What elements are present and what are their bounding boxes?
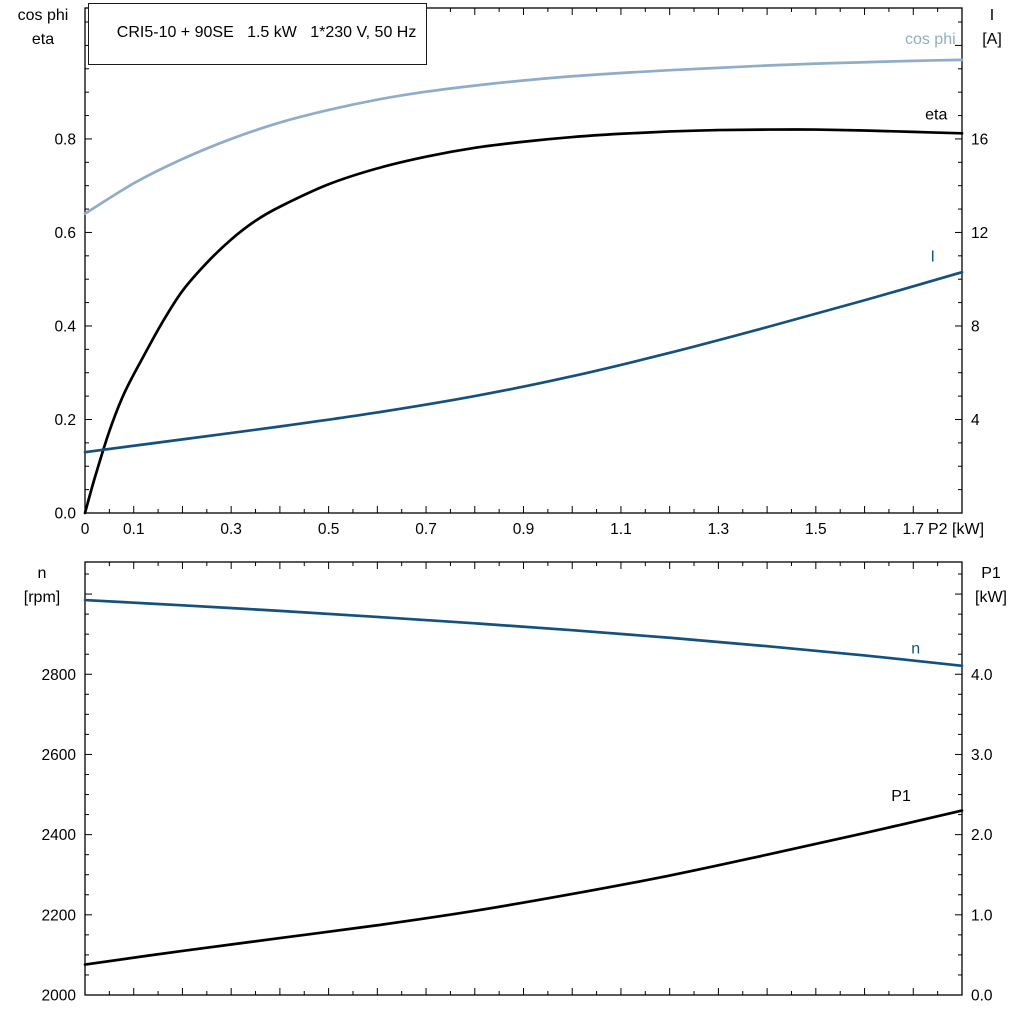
series-speed — [83, 598, 964, 668]
x-tick-label: 0.1 — [123, 521, 145, 538]
x-tick-label: 0.5 — [318, 521, 340, 538]
right-y-tick-label: 8 — [971, 318, 980, 335]
chart-title-text: CRI5-10 + 90SE 1.5 kW 1*230 V, 50 Hz — [116, 24, 417, 41]
right-y-tick-label: 1.0 — [971, 907, 993, 924]
right-y-tick-label: 16 — [971, 131, 988, 148]
curve-label-cos-phi: cos phi — [905, 31, 956, 48]
curve-label-current: I — [931, 249, 935, 266]
curve-label-input-power: P1 — [891, 788, 911, 805]
upper-right-axis-title-line2: [A] — [982, 31, 1002, 48]
lower-right-axis-title-line2: [kW] — [975, 589, 1007, 606]
x-tick-label: 0 — [81, 521, 90, 538]
x-tick-label: 1.1 — [610, 521, 632, 538]
right-y-tick-label: 0.0 — [971, 988, 993, 1005]
series-current — [83, 270, 964, 454]
curve-label-speed: n — [911, 640, 920, 657]
left-y-tick-label: 0.4 — [54, 318, 76, 335]
left-y-tick-label: 2800 — [42, 667, 77, 684]
lower-left-axis-title: n [rpm] — [4, 562, 80, 610]
left-y-tick-label: 2000 — [42, 988, 77, 1005]
x-tick-label: 1.7 — [902, 521, 924, 538]
left-y-tick-label: 2400 — [42, 827, 77, 844]
x-tick-label: 1.3 — [708, 521, 730, 538]
upper-right-axis-title: I [A] — [964, 4, 1020, 52]
upper-left-axis-title-line1: cos phi — [17, 7, 69, 24]
upper-left-axis-title-line2: eta — [31, 31, 55, 48]
x-tick-label: 0.9 — [513, 521, 535, 538]
chart-title-box: CRI5-10 + 90SE 1.5 kW 1*230 V, 50 Hz — [88, 3, 428, 65]
left-y-tick-label: 0.2 — [54, 412, 76, 429]
left-y-tick-label: 0.8 — [54, 131, 76, 148]
upper-left-axis-title: cos phi eta — [6, 4, 80, 52]
lower-left-axis-title-line2: [rpm] — [23, 589, 61, 606]
upper-right-axis-title-line1: I — [989, 7, 995, 24]
right-y-tick-label: 4.0 — [971, 667, 993, 684]
left-y-tick-label: 2200 — [42, 907, 77, 924]
x-axis-unit-label: P2 [kW] — [928, 521, 985, 538]
left-y-tick-label: 2600 — [42, 747, 77, 764]
upper-motor-chart-plot-border — [84, 7, 963, 514]
series-eta — [83, 128, 964, 515]
lower-left-axis-title-line1: n — [37, 565, 47, 582]
right-y-tick-label: 2.0 — [971, 827, 993, 844]
series-input-power — [83, 809, 964, 966]
x-tick-label: 0.3 — [220, 521, 242, 538]
right-y-tick-label: 4 — [971, 412, 980, 429]
left-y-tick-label: 0.0 — [54, 506, 76, 523]
lower-right-axis-title-line1: P1 — [981, 565, 1001, 582]
x-tick-label: 0.7 — [415, 521, 437, 538]
right-y-tick-label: 3.0 — [971, 747, 993, 764]
x-tick-label: 1.5 — [805, 521, 827, 538]
right-y-tick-label: 12 — [971, 225, 988, 242]
lower-right-axis-title: P1 [kW] — [962, 562, 1020, 610]
series-cos-phi — [83, 58, 964, 216]
curve-label-eta: eta — [925, 106, 947, 123]
left-y-tick-label: 0.6 — [54, 225, 76, 242]
